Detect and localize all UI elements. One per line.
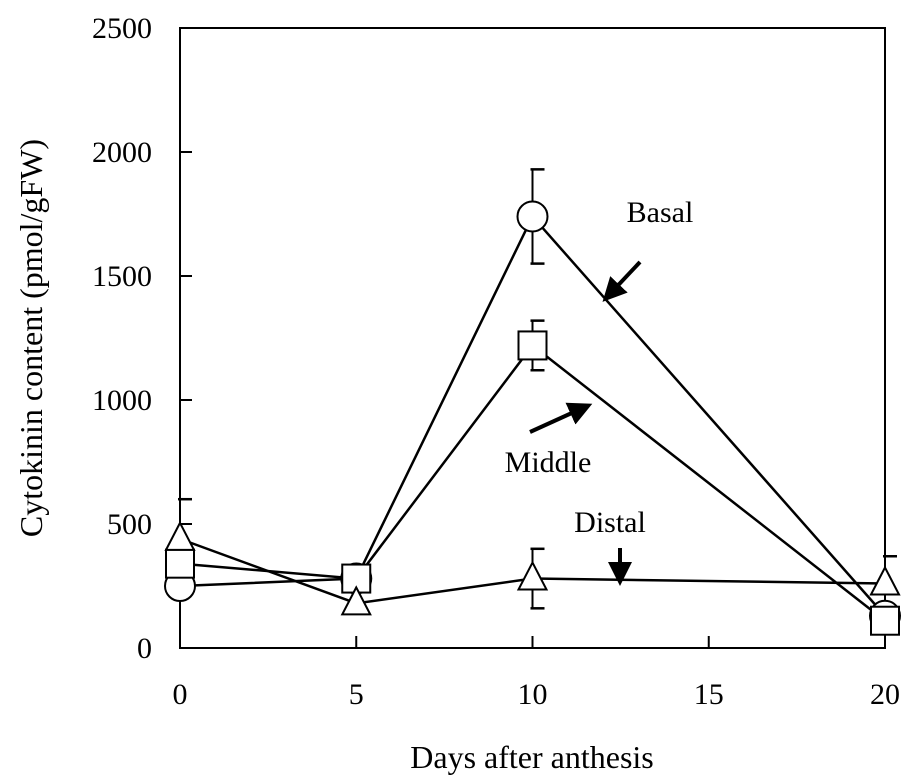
annotation-arrow-basal — [602, 260, 642, 302]
y-tick-label: 0 — [137, 632, 152, 665]
marker-distal — [516, 560, 549, 591]
x-tick-label: 20 — [870, 678, 900, 711]
annotation-arrow-middle — [529, 402, 593, 434]
x-tick-label: 10 — [518, 678, 548, 711]
marker-middle — [517, 330, 548, 361]
x-tick-label: 15 — [694, 678, 724, 711]
marker-distal — [340, 585, 372, 616]
series-lines — [179, 214, 886, 622]
x-axis-title: Days after anthesis — [410, 739, 653, 775]
y-tick-label: 2500 — [92, 12, 152, 45]
ticks — [179, 27, 886, 649]
y-axis-title: Cytokinin content (pmol/gFW) — [13, 139, 49, 537]
x-tick-label: 0 — [173, 678, 188, 711]
y-tick-label: 2000 — [92, 136, 152, 169]
annotation-middle: Middle — [505, 446, 592, 479]
marker-middle — [870, 605, 900, 636]
annotation-distal: Distal — [574, 506, 646, 539]
data-markers — [164, 200, 901, 636]
y-tick-label: 1500 — [92, 260, 152, 293]
series-line-basal — [179, 214, 886, 617]
x-tick-label: 5 — [349, 678, 364, 711]
marker-distal — [164, 520, 196, 551]
tick-labels: 0 5 10 15 20 0 500 1000 1500 2000 2500 — [92, 12, 900, 711]
marker-middle — [165, 548, 195, 579]
marker-basal — [516, 200, 549, 233]
y-tick-label: 1000 — [92, 384, 152, 417]
y-tick-label: 500 — [107, 508, 152, 541]
marker-distal — [869, 565, 901, 596]
annotations: Basal Middle Distal — [505, 196, 694, 586]
annotation-basal: Basal — [627, 196, 694, 229]
series-line-distal — [179, 537, 886, 605]
